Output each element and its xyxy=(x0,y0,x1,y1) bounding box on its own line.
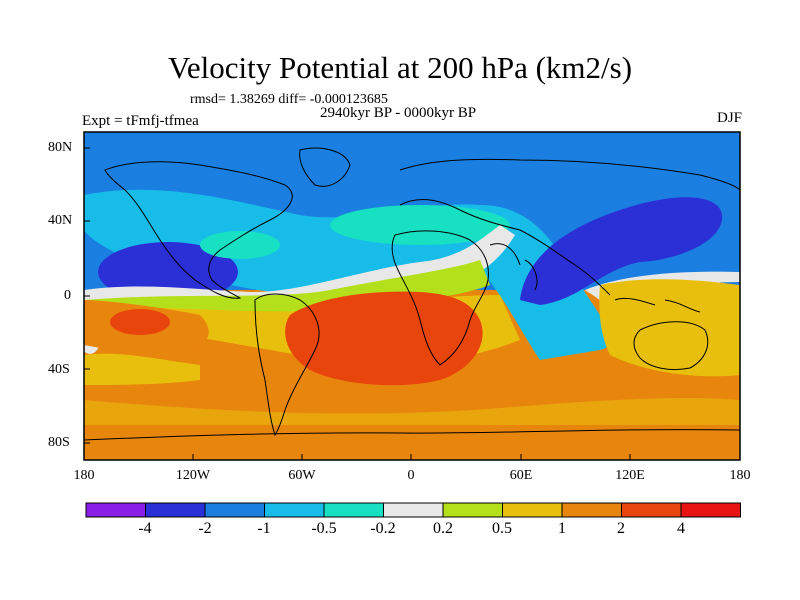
season-label: DJF xyxy=(716,110,742,126)
colorbar-swatch xyxy=(502,502,563,518)
colorbar-swatch xyxy=(561,502,622,518)
colorbar-label: 1 xyxy=(558,520,566,537)
colorbar-swatch xyxy=(323,502,384,518)
colorbar-swatch xyxy=(383,502,444,518)
x-tick-label: 60E xyxy=(509,468,533,483)
axis-ticks xyxy=(84,147,631,460)
x-tick-label: 180 xyxy=(729,468,751,483)
y-tick-label: 40S xyxy=(48,362,70,377)
colorbar-label: 2 xyxy=(617,520,625,537)
y-tick-label: 80S xyxy=(48,435,70,450)
velocity-potential-field xyxy=(84,132,740,460)
colorbar-label: -1 xyxy=(257,520,271,537)
colorbar-label: -0.5 xyxy=(311,520,337,537)
colorbar-swatch xyxy=(85,502,146,518)
y-tick-label: 40N xyxy=(48,213,73,228)
colorbar-swatch xyxy=(442,502,503,518)
colorbar-label: -2 xyxy=(198,520,212,537)
x-tick-label: 180 xyxy=(73,468,95,483)
y-tick-label: 0 xyxy=(64,288,71,303)
colorbar-label: 4 xyxy=(677,520,685,537)
colorbar-label: 0.2 xyxy=(433,520,453,537)
colorbar-label: -4 xyxy=(138,520,152,537)
coastlines xyxy=(84,147,740,441)
colorbar xyxy=(85,502,741,518)
colorbar-swatch xyxy=(204,502,265,518)
map-title: Velocity Potential at 200 hPa (km2/s) xyxy=(167,50,633,85)
colorbar-swatch xyxy=(680,502,741,518)
colorbar-swatch xyxy=(264,502,325,518)
rmsd-diff-stats: rmsd= 1.38269 diff= -0.000123685 xyxy=(190,92,388,107)
x-tick-label: 0 xyxy=(407,468,415,483)
x-tick-label: 120E xyxy=(615,468,645,483)
y-tick-label: 80N xyxy=(48,140,73,155)
x-tick-label: 120W xyxy=(175,468,211,483)
experiment-label: Expt = tFmfj-tfmea xyxy=(82,113,199,129)
colorbar-label: -0.2 xyxy=(370,520,396,537)
colorbar-swatch xyxy=(621,502,682,518)
colorbar-swatch xyxy=(145,502,206,518)
x-tick-label: 60W xyxy=(288,468,316,483)
colorbar-label: 0.5 xyxy=(492,520,512,537)
period-label: 2940kyr BP - 0000kyr BP xyxy=(320,105,477,121)
